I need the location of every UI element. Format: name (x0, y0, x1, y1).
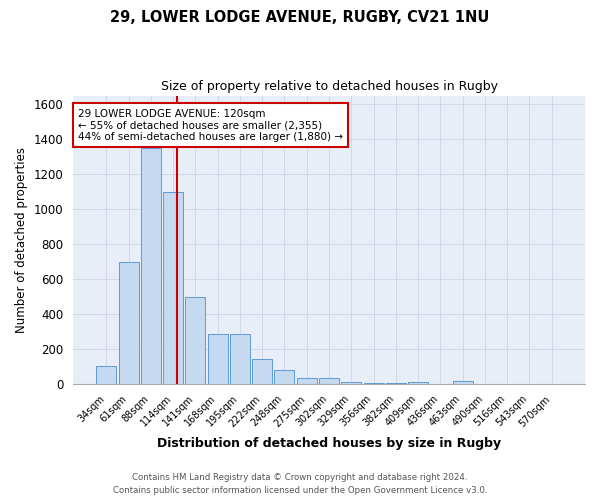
Bar (163, 192, 183, 384)
Bar (119, 262, 139, 384)
Text: 29 LOWER LODGE AVENUE: 120sqm
← 55% of detached houses are smaller (2,355)
44% o: 29 LOWER LODGE AVENUE: 120sqm ← 55% of d… (78, 108, 343, 142)
Bar (252, 358, 272, 384)
Bar (208, 334, 227, 384)
Bar (96, 366, 116, 384)
Bar (364, 383, 383, 384)
Bar (341, 382, 361, 384)
Title: Size of property relative to detached houses in Rugby: Size of property relative to detached ho… (161, 80, 497, 93)
Bar (230, 334, 250, 384)
Bar (141, 148, 161, 384)
Bar (297, 378, 317, 384)
Bar (386, 383, 406, 384)
Text: Contains HM Land Registry data © Crown copyright and database right 2024.
Contai: Contains HM Land Registry data © Crown c… (113, 474, 487, 495)
Bar (452, 382, 473, 384)
Bar (408, 382, 428, 384)
Bar (319, 378, 339, 384)
Bar (185, 298, 205, 384)
Bar (274, 370, 295, 384)
Text: 29, LOWER LODGE AVENUE, RUGBY, CV21 1NU: 29, LOWER LODGE AVENUE, RUGBY, CV21 1NU (110, 10, 490, 25)
Y-axis label: Number of detached properties: Number of detached properties (15, 146, 28, 332)
X-axis label: Distribution of detached houses by size in Rugby: Distribution of detached houses by size … (157, 437, 501, 450)
